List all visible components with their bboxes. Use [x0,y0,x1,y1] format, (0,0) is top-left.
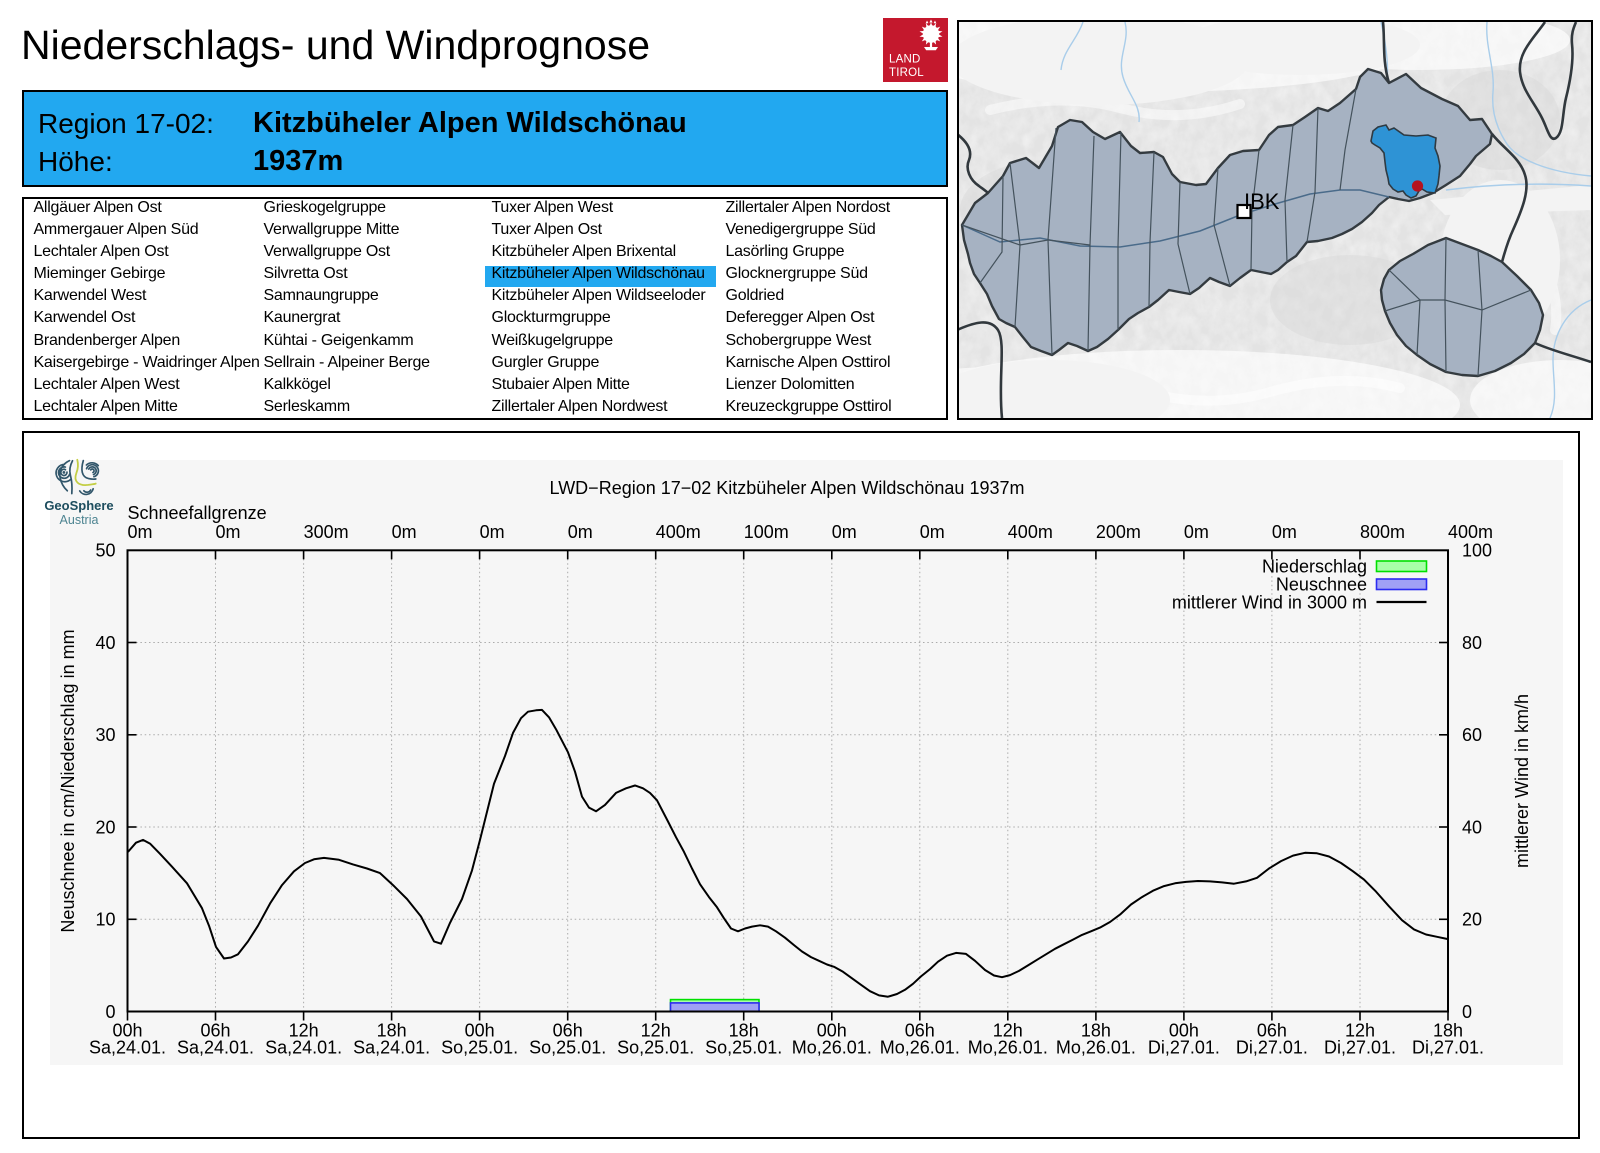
svg-text:20: 20 [1462,910,1482,930]
svg-text:Schneefallgrenze: Schneefallgrenze [128,503,267,523]
svg-text:18h: 18h [377,1021,407,1041]
svg-text:Neuschnee: Neuschnee [1276,575,1367,595]
svg-text:200m: 200m [1096,522,1141,542]
svg-text:Mo,26.01.: Mo,26.01. [1056,1038,1136,1058]
svg-text:0m: 0m [568,522,593,542]
svg-text:50: 50 [95,541,115,561]
svg-text:30: 30 [95,725,115,745]
svg-text:Austria: Austria [60,513,99,527]
svg-text:Sa,24.01.: Sa,24.01. [353,1038,430,1058]
svg-text:06h: 06h [1257,1021,1287,1041]
svg-text:40: 40 [1462,817,1482,837]
svg-text:800m: 800m [1360,522,1405,542]
svg-text:Di,27.01.: Di,27.01. [1236,1038,1308,1058]
svg-text:12h: 12h [289,1021,319,1041]
svg-text:60: 60 [1462,725,1482,745]
svg-text:0m: 0m [1184,522,1209,542]
svg-text:06h: 06h [905,1021,935,1041]
svg-text:100: 100 [1462,541,1492,561]
svg-text:0: 0 [1462,1002,1472,1022]
svg-text:12h: 12h [993,1021,1023,1041]
svg-text:Di,27.01.: Di,27.01. [1324,1038,1396,1058]
svg-text:Mo,26.01.: Mo,26.01. [880,1038,960,1058]
svg-text:18h: 18h [729,1021,759,1041]
svg-text:0m: 0m [832,522,857,542]
svg-text:100m: 100m [744,522,789,542]
svg-text:20: 20 [95,817,115,837]
svg-text:0m: 0m [216,522,241,542]
svg-text:06h: 06h [553,1021,583,1041]
svg-text:0m: 0m [128,522,153,542]
svg-text:10: 10 [95,910,115,930]
svg-text:18h: 18h [1433,1021,1463,1041]
svg-text:40: 40 [95,633,115,653]
svg-text:12h: 12h [1345,1021,1375,1041]
svg-text:12h: 12h [641,1021,671,1041]
svg-text:0m: 0m [480,522,505,542]
svg-text:Di,27.01.: Di,27.01. [1148,1038,1220,1058]
svg-text:00h: 00h [817,1021,847,1041]
svg-text:400m: 400m [1008,522,1053,542]
svg-text:80: 80 [1462,633,1482,653]
svg-text:0: 0 [105,1002,115,1022]
svg-text:00h: 00h [465,1021,495,1041]
svg-text:Niederschlag: Niederschlag [1262,557,1367,577]
svg-text:Neuschnee in cm/Niederschlag i: Neuschnee in cm/Niederschlag in mm [58,629,78,932]
svg-text:mittlerer Wind in 3000 m: mittlerer Wind in 3000 m [1172,593,1367,613]
svg-text:mittlerer Wind in km/h: mittlerer Wind in km/h [1512,694,1532,868]
svg-text:0m: 0m [920,522,945,542]
svg-text:0m: 0m [392,522,417,542]
svg-text:Mo,26.01.: Mo,26.01. [968,1038,1048,1058]
svg-text:300m: 300m [304,522,349,542]
svg-text:LAND: LAND [889,54,920,66]
svg-text:So,25.01.: So,25.01. [441,1038,518,1058]
svg-text:So,25.01.: So,25.01. [617,1038,694,1058]
svg-text:0m: 0m [1272,522,1297,542]
svg-text:00h: 00h [1169,1021,1199,1041]
svg-text:400m: 400m [1448,522,1493,542]
svg-text:00h: 00h [112,1021,142,1041]
svg-text:So,25.01.: So,25.01. [529,1038,606,1058]
svg-text:400m: 400m [656,522,701,542]
svg-text:06h: 06h [200,1021,230,1041]
svg-text:LWD−Region 17−02 Kitzbüheler A: LWD−Region 17−02 Kitzbüheler Alpen Wilds… [550,478,1025,498]
svg-text:Di,27.01.: Di,27.01. [1412,1038,1484,1058]
svg-text:Sa,24.01.: Sa,24.01. [265,1038,342,1058]
svg-text:So,25.01.: So,25.01. [705,1038,782,1058]
svg-text:IBK: IBK [1244,189,1280,214]
svg-text:Sa,24.01.: Sa,24.01. [89,1038,166,1058]
svg-text:TIROL: TIROL [889,67,924,79]
svg-text:Sa,24.01.: Sa,24.01. [177,1038,254,1058]
svg-text:GeoSphere: GeoSphere [44,498,113,513]
svg-text:18h: 18h [1081,1021,1111,1041]
svg-text:Mo,26.01.: Mo,26.01. [792,1038,872,1058]
